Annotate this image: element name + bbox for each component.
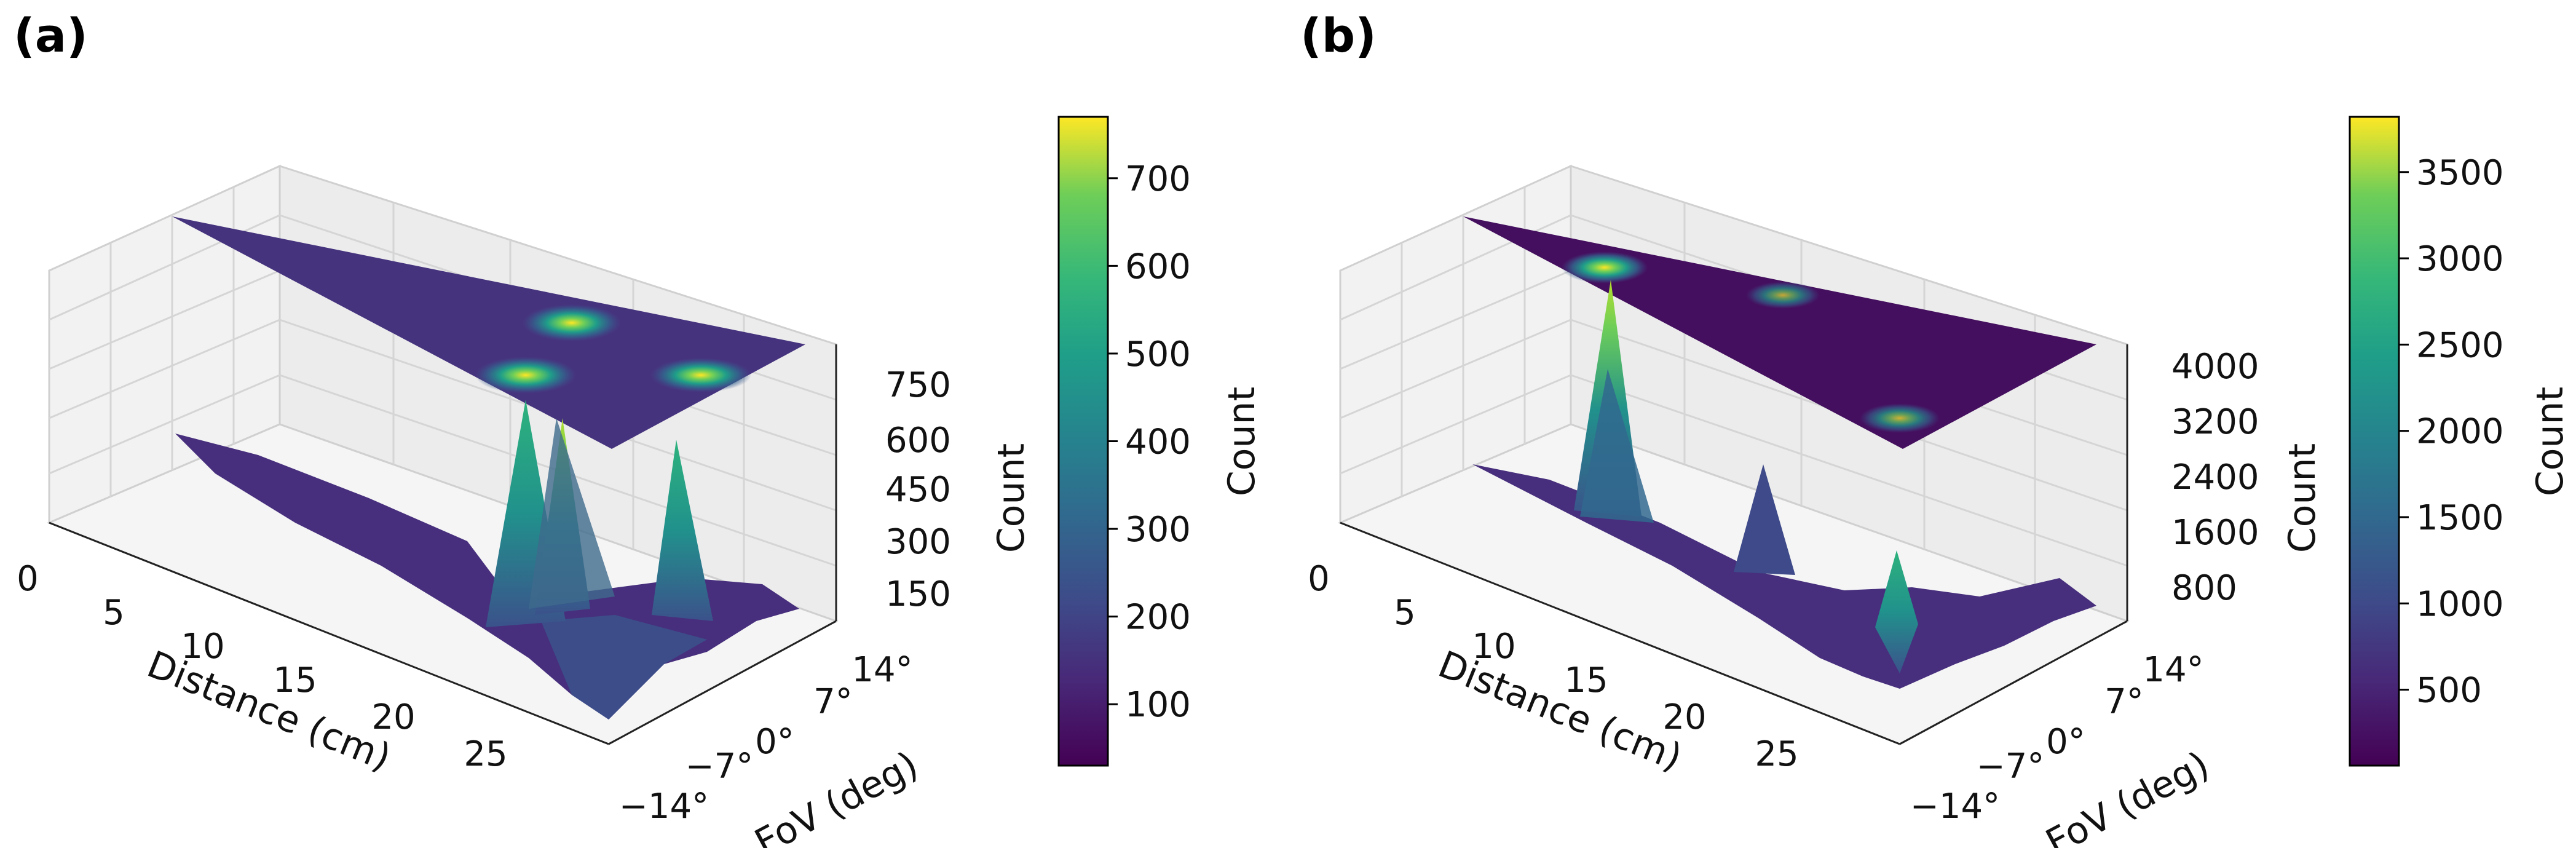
panel-b-ytick: −7° <box>1977 747 2045 787</box>
panel-a-xtick: 20 <box>371 697 415 737</box>
panel-a-y-axis <box>608 620 837 745</box>
panel-b-colorbar-ticks: 500 1000 1500 2000 2500 3000 3500 <box>2399 153 2504 711</box>
panel-a-ytick: −7° <box>685 747 754 787</box>
colorbar-tick-label: 500 <box>2416 671 2482 711</box>
panel-b-contour-hotspot <box>1746 282 1820 309</box>
colorbar-tick-label: 1000 <box>2416 584 2504 624</box>
panel-a-ztick: 300 <box>885 522 951 562</box>
panel-b-ztick: 4000 <box>2171 347 2259 387</box>
panel-b-zlabel: Count <box>2281 443 2324 553</box>
panel-a-ytick: −14° <box>619 787 709 826</box>
panel-b-colorbar-label: Count <box>2529 387 2572 496</box>
panel-a-peak-side <box>529 418 615 609</box>
panel-a-zlabel: Count <box>990 443 1033 553</box>
panel-a-ytick: 14° <box>851 650 912 690</box>
panel-a-xtick: 10 <box>181 627 224 667</box>
panel-b-xtick: 25 <box>1755 734 1798 774</box>
panel-b-ytick: 0° <box>2046 722 2085 762</box>
panel-a-ztick: 750 <box>885 365 951 405</box>
panel-b-y-axis <box>1899 620 2128 745</box>
panel-a-colorbar <box>1057 116 1109 767</box>
panel-b-xtick: 5 <box>1394 593 1416 633</box>
colorbar-tick-label: 200 <box>1125 598 1191 638</box>
panel-b-xtick: 10 <box>1472 627 1515 667</box>
panel-a-x-axis <box>49 521 609 745</box>
panel-a-colorbar-label: Count <box>1220 387 1263 496</box>
colorbar-tick-label: 100 <box>1125 685 1191 725</box>
panel-a-ztick: 150 <box>885 574 951 614</box>
panel-b: (b) <box>1300 8 2572 848</box>
panel-a-contour-hotspot <box>523 304 621 341</box>
panel-a-contour-plane <box>172 216 805 449</box>
panel-b-colorbar <box>2349 116 2400 767</box>
panel-a-xlabel: Distance (cm) <box>141 643 397 779</box>
panel-a-label: (a) <box>14 8 88 63</box>
panel-a-contour-hotspot <box>650 358 751 392</box>
panel-b-ytick: 7° <box>2104 682 2144 722</box>
panel-b-label: (b) <box>1300 8 1377 63</box>
panel-a-xtick: 25 <box>464 734 507 774</box>
panel-b-peak <box>1875 550 1918 673</box>
panel-a-ztick: 600 <box>885 421 951 461</box>
panel-a-ytick: 7° <box>813 682 853 722</box>
panel-b-contour-hotspot <box>1860 403 1940 433</box>
panel-a-xtick: 15 <box>273 660 317 700</box>
colorbar-tick-label: 300 <box>1125 510 1191 550</box>
panel-b-xtick: 0 <box>1308 559 1330 599</box>
colorbar-tick-label: 600 <box>1125 247 1191 287</box>
panel-b-ztick: 1600 <box>2171 513 2259 553</box>
panel-a-ztick: 450 <box>885 470 951 510</box>
panel-b-x-axis <box>1340 521 1900 745</box>
panel-b-ztick: 3200 <box>2171 402 2259 442</box>
panel-a-ytick: 0° <box>755 722 794 762</box>
panel-b-peak <box>1734 464 1795 575</box>
panel-b-ztick: 2400 <box>2171 458 2259 497</box>
panel-b-xtick: 20 <box>1662 697 1706 737</box>
panel-b-xtick: 15 <box>1564 660 1608 700</box>
colorbar-tick-label: 400 <box>1125 422 1191 462</box>
colorbar-tick-label: 3500 <box>2416 153 2504 193</box>
panel-a-peak <box>652 440 713 621</box>
panel-b-ztick: 800 <box>2171 568 2237 608</box>
colorbar-tick-label: 1500 <box>2416 498 2504 538</box>
panel-b-ytick: 14° <box>2143 650 2203 690</box>
panel-a-contour-hotspot <box>475 357 576 394</box>
colorbar-tick-label: 700 <box>1125 159 1191 199</box>
panel-a: (a) 0 5 <box>14 8 1263 848</box>
panel-a-colorbar-ticks: 100 200 300 400 500 600 700 <box>1108 159 1191 725</box>
panel-b-ytick: −14° <box>1910 787 2000 826</box>
colorbar-tick-label: 3000 <box>2416 239 2504 279</box>
panel-b-contour-hotspot <box>1562 252 1648 283</box>
panel-b-xlabel: Distance (cm) <box>1432 643 1688 779</box>
colorbar-tick-label: 500 <box>1125 335 1191 374</box>
panel-a-surface-shade <box>541 615 707 719</box>
colorbar-tick-label: 2500 <box>2416 325 2504 365</box>
panel-a-xtick: 0 <box>17 559 39 599</box>
panel-a-xtick: 5 <box>103 593 125 633</box>
panel-b-peak-side <box>1580 369 1654 523</box>
colorbar-tick-label: 2000 <box>2416 412 2504 452</box>
